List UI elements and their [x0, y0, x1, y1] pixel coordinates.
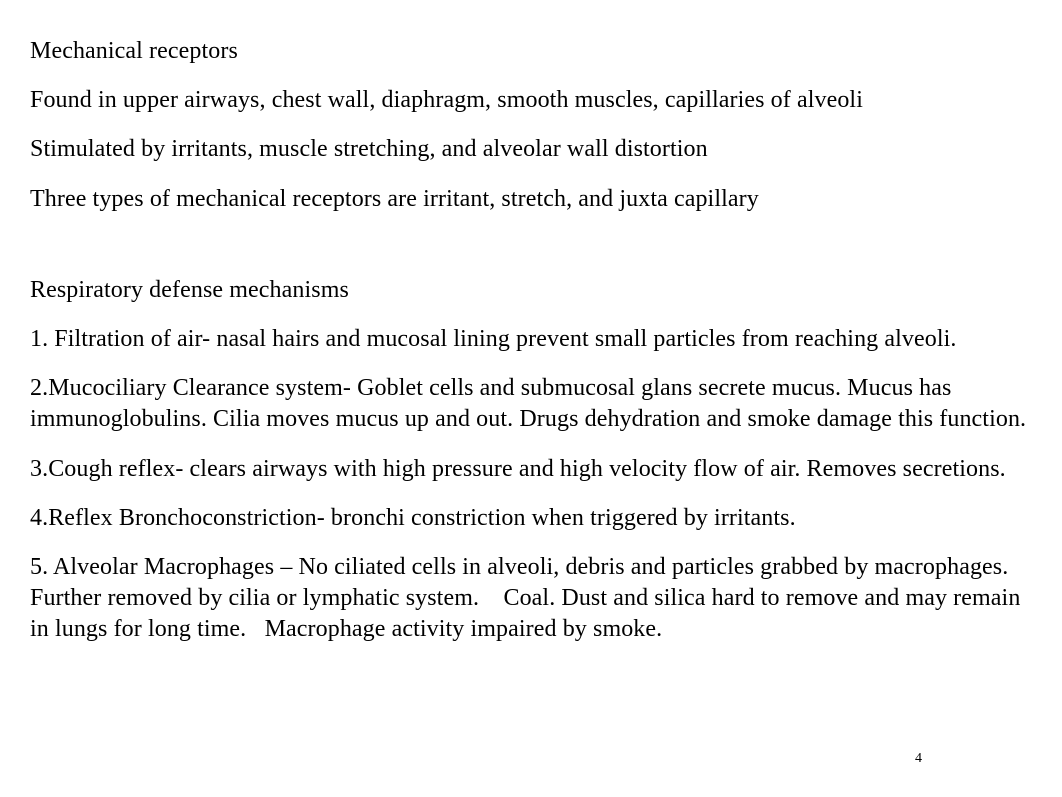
- section2-item-4: 4.Reflex Bronchoconstriction- bronchi co…: [30, 503, 1032, 534]
- section2-item-2: 2.Mucociliary Clearance system- Goblet c…: [30, 373, 1032, 435]
- section2-item-5: 5. Alveolar Macrophages – No ciliated ce…: [30, 552, 1032, 646]
- section-spacer: [30, 233, 1032, 275]
- section1-paragraph-3: Three types of mechanical receptors are …: [30, 184, 1032, 215]
- section2-heading: Respiratory defense mechanisms: [30, 275, 1032, 306]
- page-number: 4: [915, 751, 922, 767]
- section1-heading: Mechanical receptors: [30, 36, 1032, 67]
- section2-item-3: 3.Cough reflex- clears airways with high…: [30, 454, 1032, 485]
- section1-paragraph-1: Found in upper airways, chest wall, diap…: [30, 85, 1032, 116]
- section1-paragraph-2: Stimulated by irritants, muscle stretchi…: [30, 134, 1032, 165]
- section2-item-1: 1. Filtration of air- nasal hairs and mu…: [30, 324, 1032, 355]
- document-page: Mechanical receptors Found in upper airw…: [0, 0, 1062, 797]
